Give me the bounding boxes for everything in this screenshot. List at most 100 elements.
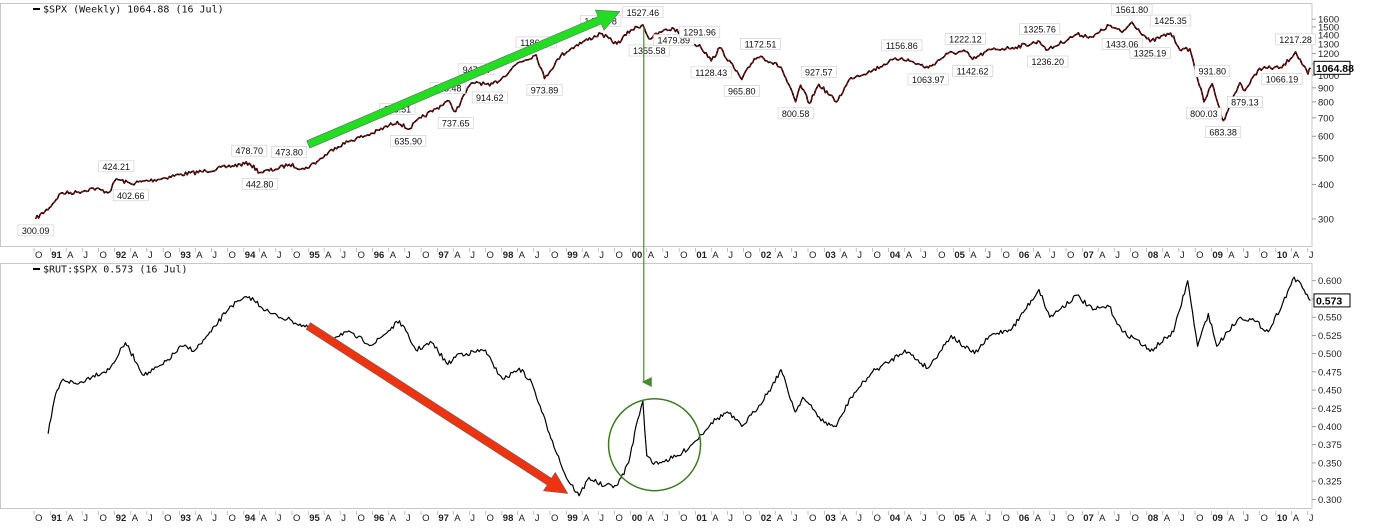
ratio-xtick-label: A bbox=[1228, 513, 1235, 524]
spx-ytick-label: 1500 bbox=[1318, 22, 1339, 33]
spx-annotation-label: 1142.62 bbox=[957, 66, 989, 76]
spx-xtick-label: O bbox=[422, 250, 429, 261]
ratio-xtick-label: A bbox=[777, 513, 784, 524]
ratio-frame bbox=[0, 263, 1313, 509]
ratio-xtick-label: J bbox=[1180, 513, 1185, 524]
spx-annotation-box bbox=[952, 65, 994, 77]
ratio-xtick-label: A bbox=[196, 513, 203, 524]
spx-annotation-box bbox=[690, 66, 732, 79]
spx-xtick-label: J bbox=[857, 250, 862, 261]
ratio-xtick-label: A bbox=[67, 513, 74, 524]
ratio-ytick-label: 0.550 bbox=[1318, 313, 1342, 324]
spx-xtick-label: 05 bbox=[954, 250, 965, 261]
ratio-xtick-label: A bbox=[1099, 513, 1106, 524]
ratio-xtick-label: 96 bbox=[374, 513, 385, 524]
ratio-xtick-label: 09 bbox=[1212, 513, 1223, 524]
spx-xtick-label: 06 bbox=[1019, 250, 1030, 261]
spx-annotation-box bbox=[723, 85, 760, 97]
spx-annotation-box bbox=[1186, 107, 1222, 120]
ratio-xtick-label: J bbox=[599, 513, 604, 524]
ratio-xtick-label: A bbox=[132, 513, 139, 524]
ratio-xtick-label: A bbox=[906, 513, 913, 524]
spx-ytick-label: 700 bbox=[1318, 113, 1334, 124]
ratio-xtick-label: J bbox=[83, 513, 88, 524]
ratio-xtick-label: 03 bbox=[825, 513, 836, 524]
ratio-xtick-label: O bbox=[615, 513, 622, 524]
spx-xtick-label: 03 bbox=[825, 250, 836, 261]
spx-xtick-label: A bbox=[1035, 250, 1042, 261]
spx-annotation-label: 800.03 bbox=[1190, 109, 1218, 119]
ratio-xtick-label: 94 bbox=[245, 513, 256, 524]
ratio-xtick-label: 02 bbox=[761, 513, 772, 524]
ratio-xtick-label: A bbox=[712, 513, 719, 524]
spx-xtick-label: J bbox=[1051, 250, 1056, 261]
spx-ytick-label: 400 bbox=[1318, 180, 1334, 191]
spx-annotation-box bbox=[271, 146, 308, 158]
ratio-ytick-label: 0.425 bbox=[1318, 404, 1342, 415]
ratio-xtick-label: J bbox=[1309, 513, 1314, 524]
ratio-xtick-label: A bbox=[261, 513, 268, 524]
spx-annotation-label: 1222.12 bbox=[949, 34, 982, 44]
spx-xtick-label: O bbox=[164, 250, 171, 261]
spx-annotation-label: 635.90 bbox=[394, 136, 422, 146]
ratio-xtick-label: O bbox=[1067, 513, 1074, 524]
ratio-xtick-label: A bbox=[454, 513, 461, 524]
spx-xtick-label: O bbox=[229, 250, 236, 261]
spx-xtick-label: O bbox=[35, 250, 42, 261]
ratio-xtick-label: O bbox=[680, 513, 687, 524]
spx-annotation-box bbox=[679, 26, 721, 39]
highlight-circle bbox=[607, 397, 702, 492]
ratio-xtick-label: J bbox=[857, 513, 862, 524]
spx-xtick-label: A bbox=[390, 250, 397, 261]
spx-xtick-label: J bbox=[793, 250, 798, 261]
ratio-xtick-label: A bbox=[648, 513, 655, 524]
ratio-xtick-label: J bbox=[535, 513, 540, 524]
spx-annotation-label: 965.80 bbox=[728, 86, 756, 96]
ratio-xtick-label: O bbox=[551, 513, 558, 524]
spx-xtick-label: O bbox=[99, 250, 106, 261]
spx-annotation-box bbox=[390, 135, 427, 147]
spx-last-value-label: 1064.88 bbox=[1316, 63, 1354, 75]
spx-xtick-label: 04 bbox=[890, 250, 901, 261]
spx-xtick-label: A bbox=[67, 250, 74, 261]
spx-xtick-label: J bbox=[1244, 250, 1249, 261]
spx-xtick-label: J bbox=[212, 250, 217, 261]
spx-annotation-label: 1325.19 bbox=[1134, 49, 1167, 59]
ratio-xtick-label: 93 bbox=[180, 513, 191, 524]
ratio-xtick-label: A bbox=[519, 513, 526, 524]
spx-xtick-label: J bbox=[470, 250, 475, 261]
spx-xtick-label: 00 bbox=[632, 250, 643, 261]
spx-annotation-box bbox=[622, 6, 664, 19]
spx-xtick-label: 93 bbox=[180, 250, 191, 261]
spx-xtick-label: J bbox=[1180, 250, 1185, 261]
spx-xtick-label: A bbox=[583, 250, 590, 261]
spx-ytick-label: 1200 bbox=[1318, 49, 1339, 60]
spx-annotation-box bbox=[777, 107, 814, 120]
spx-ytick-label: 900 bbox=[1318, 83, 1334, 94]
ratio-xtick-label: O bbox=[35, 513, 42, 524]
ratio-ytick-label: 0.500 bbox=[1318, 349, 1342, 360]
spx-annotation-label: 914.62 bbox=[476, 93, 504, 103]
ratio-ytick-label: 0.600 bbox=[1318, 276, 1342, 287]
spx-annotation-box bbox=[881, 39, 923, 52]
spx-xtick-label: J bbox=[83, 250, 88, 261]
spx-xtick-label: J bbox=[277, 250, 282, 261]
spx-annotation-box bbox=[800, 65, 837, 78]
ratio-xtick-label: O bbox=[938, 513, 945, 524]
ratio-xtick-label: 04 bbox=[890, 513, 901, 524]
ratio-last-value-label: 0.573 bbox=[1316, 295, 1342, 307]
green-uptrend-arrow bbox=[306, 9, 621, 149]
spx-xtick-label: A bbox=[1099, 250, 1106, 261]
spx-xtick-label: J bbox=[1115, 250, 1120, 261]
ratio-xtick-label: O bbox=[1261, 513, 1268, 524]
spx-xtick-label: J bbox=[599, 250, 604, 261]
spx-xtick-label: 92 bbox=[116, 250, 127, 261]
ratio-xtick-label: J bbox=[406, 513, 411, 524]
ratio-xtick-label: A bbox=[325, 513, 332, 524]
spx-annotation-label: 1425.35 bbox=[1154, 16, 1187, 26]
spx-annotation-box bbox=[944, 33, 986, 45]
spx-xtick-label: J bbox=[664, 250, 669, 261]
ratio-xtick-label: A bbox=[841, 513, 848, 524]
spx-xtick-label: 94 bbox=[245, 250, 256, 261]
spx-xtick-label: O bbox=[551, 250, 558, 261]
